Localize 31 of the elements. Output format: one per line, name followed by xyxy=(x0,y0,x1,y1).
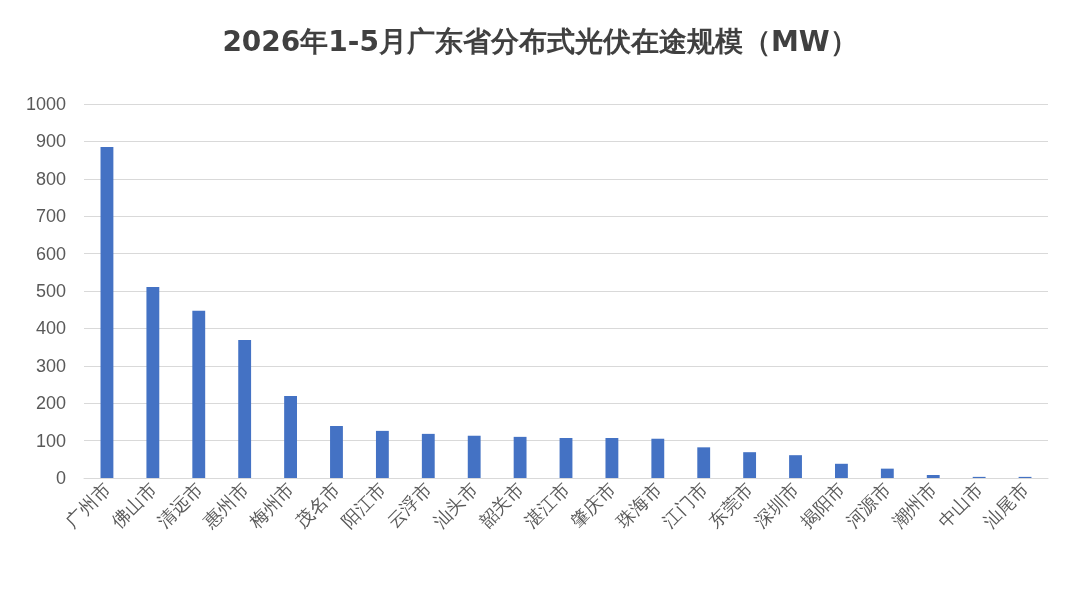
bar xyxy=(697,447,711,478)
y-tick-label: 400 xyxy=(35,318,66,339)
bar xyxy=(743,452,757,478)
bar xyxy=(238,339,252,478)
bar xyxy=(835,463,848,478)
bar xyxy=(146,286,160,478)
bar xyxy=(789,455,802,478)
bar xyxy=(467,435,481,478)
y-tick-label: 800 xyxy=(35,168,66,189)
y-tick-label: 100 xyxy=(35,430,66,451)
y-tick-label: 0 xyxy=(55,468,66,488)
y-tick-label: 200 xyxy=(35,393,66,414)
bar xyxy=(513,436,527,478)
bar xyxy=(605,437,619,478)
y-tick-label: 600 xyxy=(35,243,66,264)
bar xyxy=(192,310,206,478)
bar xyxy=(926,475,940,478)
bar xyxy=(330,426,343,478)
bar xyxy=(559,437,573,478)
bar xyxy=(284,396,297,478)
bar xyxy=(880,468,894,478)
chart-title: 2026年1-5月广东省分布式光伏在途规模（MW） xyxy=(222,24,858,58)
bar xyxy=(651,438,665,478)
y-tick-label: 300 xyxy=(35,355,66,376)
y-tick-label: 900 xyxy=(35,131,66,152)
y-tick-label: 500 xyxy=(35,281,66,301)
y-tick-label: 700 xyxy=(35,206,66,227)
bar xyxy=(100,147,114,478)
y-tick-label: 1000 xyxy=(25,94,66,114)
bar xyxy=(375,430,389,478)
bar xyxy=(421,433,435,478)
